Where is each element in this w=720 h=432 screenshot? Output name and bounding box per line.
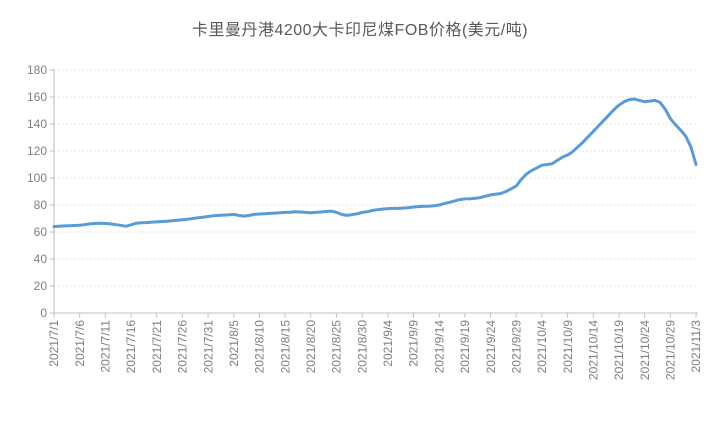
x-axis-label: 2021/9/19 <box>458 320 472 374</box>
x-axis-label: 2021/10/29 <box>664 320 678 380</box>
y-axis-label: 20 <box>34 279 48 293</box>
y-axis-label: 80 <box>34 198 48 212</box>
x-axis-label: 2021/9/14 <box>432 320 446 374</box>
x-axis-label: 2021/7/6 <box>73 320 87 367</box>
x-axis-label: 2021/9/29 <box>509 320 523 374</box>
x-axis-label: 2021/10/14 <box>586 320 600 380</box>
x-axis-label: 2021/7/26 <box>176 320 190 374</box>
x-axis-label: 2021/10/24 <box>638 320 652 380</box>
x-axis-label: 2021/9/4 <box>381 320 395 367</box>
y-axis-label: 180 <box>27 63 47 77</box>
x-axis-label: 2021/8/25 <box>330 320 344 374</box>
x-axis-label: 2021/11/3 <box>689 320 703 373</box>
x-axis-label: 2021/7/11 <box>99 320 113 373</box>
x-axis-label: 2021/8/20 <box>304 320 318 374</box>
x-axis-label: 2021/7/31 <box>201 320 215 374</box>
x-axis-label: 2021/8/10 <box>253 320 267 374</box>
x-axis-label: 2021/8/30 <box>355 320 369 374</box>
price-line <box>52 97 698 229</box>
y-axis-label: 0 <box>40 306 47 320</box>
x-axis-label: 2021/10/9 <box>561 320 575 374</box>
x-axis-label: 2021/7/16 <box>124 320 138 374</box>
y-axis-label: 100 <box>27 171 47 185</box>
y-axis-label: 60 <box>34 225 48 239</box>
x-axis-label: 2021/7/21 <box>150 320 164 374</box>
y-axis-label: 120 <box>27 144 47 158</box>
x-axis-label: 2021/10/19 <box>612 320 626 380</box>
x-axis-label: 2021/10/4 <box>535 320 549 374</box>
x-axis-label: 2021/9/24 <box>484 320 498 374</box>
y-axis-label: 140 <box>27 117 47 131</box>
chart-title: 卡里曼丹港4200大卡印尼煤FOB价格(美元/吨) <box>191 22 529 39</box>
y-axis-label: 160 <box>27 90 47 104</box>
x-axis-label: 2021/9/9 <box>407 320 421 367</box>
y-axis-label: 40 <box>34 252 48 266</box>
x-axis-label: 2021/8/5 <box>227 320 241 367</box>
x-axis-label: 2021/7/1 <box>47 320 61 367</box>
x-axis-label: 2021/8/15 <box>278 320 292 374</box>
